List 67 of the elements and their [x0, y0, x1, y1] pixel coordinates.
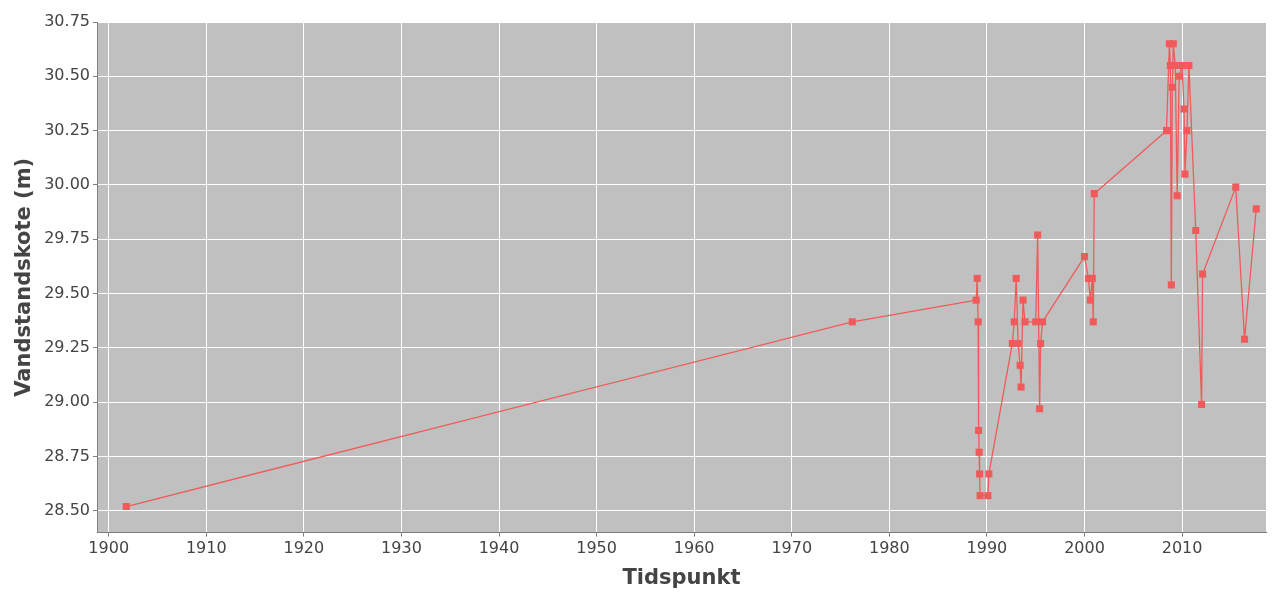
x-tick-label: 1980 — [868, 538, 910, 558]
y-tick-label: 29.25 — [44, 337, 90, 357]
point — [1089, 318, 1097, 326]
point — [975, 426, 983, 435]
y-tick-label: 29.50 — [44, 282, 90, 302]
point — [1086, 296, 1094, 304]
point — [1169, 40, 1177, 48]
point — [1088, 274, 1096, 282]
point — [984, 492, 992, 500]
point — [1014, 340, 1022, 348]
point — [972, 296, 980, 304]
y-tick-label: 30.00 — [44, 174, 90, 194]
point — [1017, 383, 1025, 391]
y-tick-label: 30.25 — [44, 119, 90, 139]
x-tick-label: 1940 — [478, 538, 520, 558]
y-axis-title: Vandstandskote (m) — [11, 157, 36, 397]
point — [975, 448, 983, 456]
point — [1167, 281, 1175, 289]
y-tick-label: 28.75 — [44, 445, 90, 465]
x-tick-label: 1960 — [673, 538, 715, 558]
point — [122, 502, 130, 511]
point — [1037, 340, 1045, 348]
x-tick-label: 1970 — [771, 538, 813, 558]
point — [973, 274, 981, 282]
x-tick-label: 2000 — [1064, 538, 1105, 558]
x-tick-label: 1920 — [283, 538, 325, 558]
point — [1241, 335, 1249, 343]
y-tick-label: 29.75 — [44, 228, 90, 248]
x-tick-label: 1900 — [88, 538, 130, 558]
point — [976, 470, 984, 478]
y-tick-label: 30.75 — [44, 11, 90, 31]
y-tick-label: 28.50 — [44, 500, 90, 520]
point — [1252, 205, 1260, 213]
point — [1185, 61, 1193, 69]
point — [1021, 318, 1029, 326]
point — [1036, 405, 1044, 413]
point — [1039, 318, 1047, 326]
x-tick-label: 1910 — [185, 538, 227, 558]
y-tick-label: 30.50 — [44, 65, 90, 85]
y-tick-label: 29.00 — [44, 391, 90, 411]
point — [1080, 253, 1089, 261]
x-axis-title: Tidspunkt — [622, 564, 741, 589]
x-tick-label: 2010 — [1161, 538, 1203, 558]
point — [1012, 274, 1020, 282]
point — [848, 318, 856, 326]
point — [1090, 190, 1098, 198]
x-tick-label: 1990 — [966, 538, 1008, 558]
point — [976, 492, 984, 500]
point — [1173, 192, 1181, 200]
point — [1198, 400, 1206, 408]
point — [1180, 105, 1188, 113]
point — [1232, 183, 1240, 191]
point — [1162, 127, 1171, 135]
point — [1168, 83, 1176, 91]
point — [974, 318, 982, 326]
point — [1175, 72, 1183, 80]
point — [1181, 170, 1189, 178]
point — [1183, 127, 1191, 135]
point — [1034, 231, 1042, 239]
x-tick-label: 1950 — [576, 538, 617, 558]
point — [1010, 318, 1018, 326]
point — [1016, 361, 1024, 369]
point — [985, 470, 993, 478]
point — [1192, 227, 1200, 235]
point — [1019, 296, 1027, 304]
x-tick-label: 1930 — [381, 538, 422, 558]
point — [1199, 270, 1207, 278]
